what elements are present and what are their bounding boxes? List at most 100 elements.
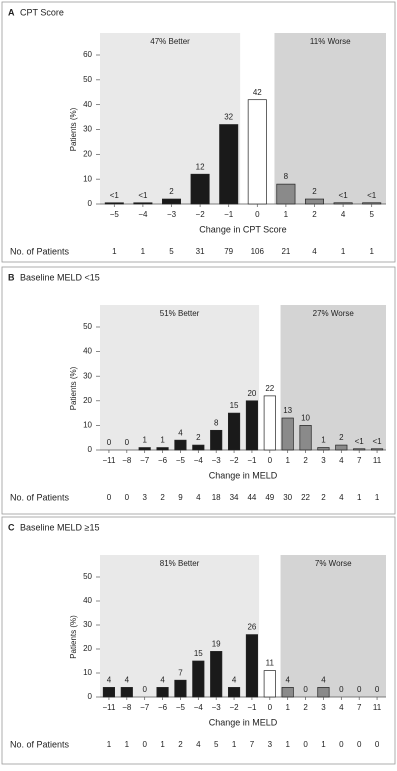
- x-tick-label: −5: [176, 703, 186, 712]
- worse-label: 27% Worse: [313, 309, 355, 318]
- count: 34: [230, 493, 239, 502]
- count: 5: [169, 247, 174, 256]
- x-tick-label: 1: [285, 703, 290, 712]
- bar: [174, 679, 187, 698]
- value-label: 20: [247, 389, 256, 398]
- value-label: 7: [178, 668, 183, 677]
- count: 21: [281, 247, 290, 256]
- y-tick-label: 10: [83, 174, 92, 183]
- x-axis-title: Change in MELD: [209, 470, 278, 480]
- y-tick-label: 0: [88, 692, 93, 701]
- count: 4: [339, 493, 344, 502]
- panel-title: CPT Score: [20, 7, 64, 17]
- x-tick-label: −1: [247, 456, 257, 465]
- count: 44: [247, 493, 256, 502]
- count: 1: [285, 740, 290, 749]
- value-label: 4: [285, 676, 290, 685]
- value-label: <1: [373, 437, 383, 446]
- bar: [281, 417, 294, 451]
- y-tick-label: 20: [83, 149, 92, 158]
- panel-letter: A: [8, 7, 15, 17]
- x-tick-label: −3: [212, 703, 222, 712]
- x-tick-label: 7: [357, 703, 362, 712]
- y-tick-label: 40: [83, 596, 92, 605]
- value-label: 15: [230, 401, 239, 410]
- x-tick-label: −1: [247, 703, 257, 712]
- y-tick-label: 60: [83, 50, 92, 59]
- y-tick-label: 20: [83, 396, 92, 405]
- value-label: 1: [142, 436, 147, 445]
- bar: [102, 687, 116, 698]
- worse-label: 7% Worse: [315, 559, 352, 568]
- value-label: 4: [160, 676, 165, 685]
- value-label: 11: [266, 659, 275, 668]
- count: 22: [301, 493, 310, 502]
- value-label: <1: [339, 191, 349, 200]
- count: 18: [212, 493, 221, 502]
- value-label: 4: [107, 676, 112, 685]
- x-tick-label: 7: [357, 456, 362, 465]
- value-label: <1: [367, 191, 377, 200]
- x-tick-label: 0: [255, 210, 260, 219]
- bar: [210, 429, 223, 451]
- bar: [161, 198, 182, 205]
- count: 0: [107, 493, 112, 502]
- count: 1: [321, 740, 326, 749]
- x-tick-label: −1: [224, 210, 234, 219]
- bar: [156, 447, 169, 451]
- better-label: 51% Better: [160, 309, 200, 318]
- value-label: 4: [125, 676, 130, 685]
- x-tick-label: −6: [158, 703, 168, 712]
- count-label: No. of Patients: [10, 246, 70, 256]
- y-tick-label: 20: [83, 644, 92, 653]
- bar: [276, 183, 296, 205]
- bar: [281, 687, 294, 698]
- count: 2: [321, 493, 326, 502]
- worse-label: 11% Worse: [310, 37, 351, 46]
- panel-title: Baseline MELD ≥15: [20, 522, 99, 532]
- count: 1: [357, 493, 362, 502]
- x-tick-label: 2: [303, 703, 308, 712]
- y-tick-label: 0: [88, 445, 93, 454]
- bar: [156, 687, 169, 698]
- better-region: [100, 33, 241, 204]
- bar: [192, 444, 205, 451]
- bar: [210, 651, 223, 698]
- value-label: 19: [212, 640, 221, 649]
- count: 1: [107, 740, 112, 749]
- value-label: 0: [303, 685, 308, 694]
- bar: [317, 447, 330, 451]
- x-tick-label: 4: [341, 210, 346, 219]
- bar: [263, 670, 276, 698]
- value-label: 0: [107, 438, 112, 447]
- value-label: 12: [196, 162, 205, 171]
- bar: [370, 448, 384, 451]
- y-axis-title: Patients (%): [69, 366, 78, 410]
- value-label: 2: [196, 433, 201, 442]
- x-tick-label: 11: [373, 703, 382, 712]
- x-tick-label: 0: [268, 703, 273, 712]
- bar: [192, 660, 205, 698]
- y-tick-label: 30: [83, 620, 92, 629]
- value-label: 2: [169, 187, 174, 196]
- x-tick-label: 3: [321, 703, 326, 712]
- y-tick-label: 10: [83, 421, 92, 430]
- bar: [317, 687, 330, 698]
- count: 1: [369, 247, 374, 256]
- y-tick-label: 30: [83, 125, 92, 134]
- value-label: 0: [125, 438, 130, 447]
- x-tick-label: −4: [194, 456, 204, 465]
- count: 30: [283, 493, 292, 502]
- bar: [245, 634, 259, 698]
- value-label: <1: [110, 191, 120, 200]
- count: 0: [375, 740, 380, 749]
- panel-letter: C: [8, 522, 15, 532]
- x-tick-label: −8: [122, 456, 132, 465]
- worse-region: [280, 305, 386, 450]
- bar: [190, 173, 210, 205]
- y-tick-label: 0: [88, 199, 93, 208]
- value-label: 22: [265, 384, 274, 393]
- bar: [335, 444, 348, 451]
- x-tick-label: −3: [212, 456, 222, 465]
- bar: [362, 202, 382, 205]
